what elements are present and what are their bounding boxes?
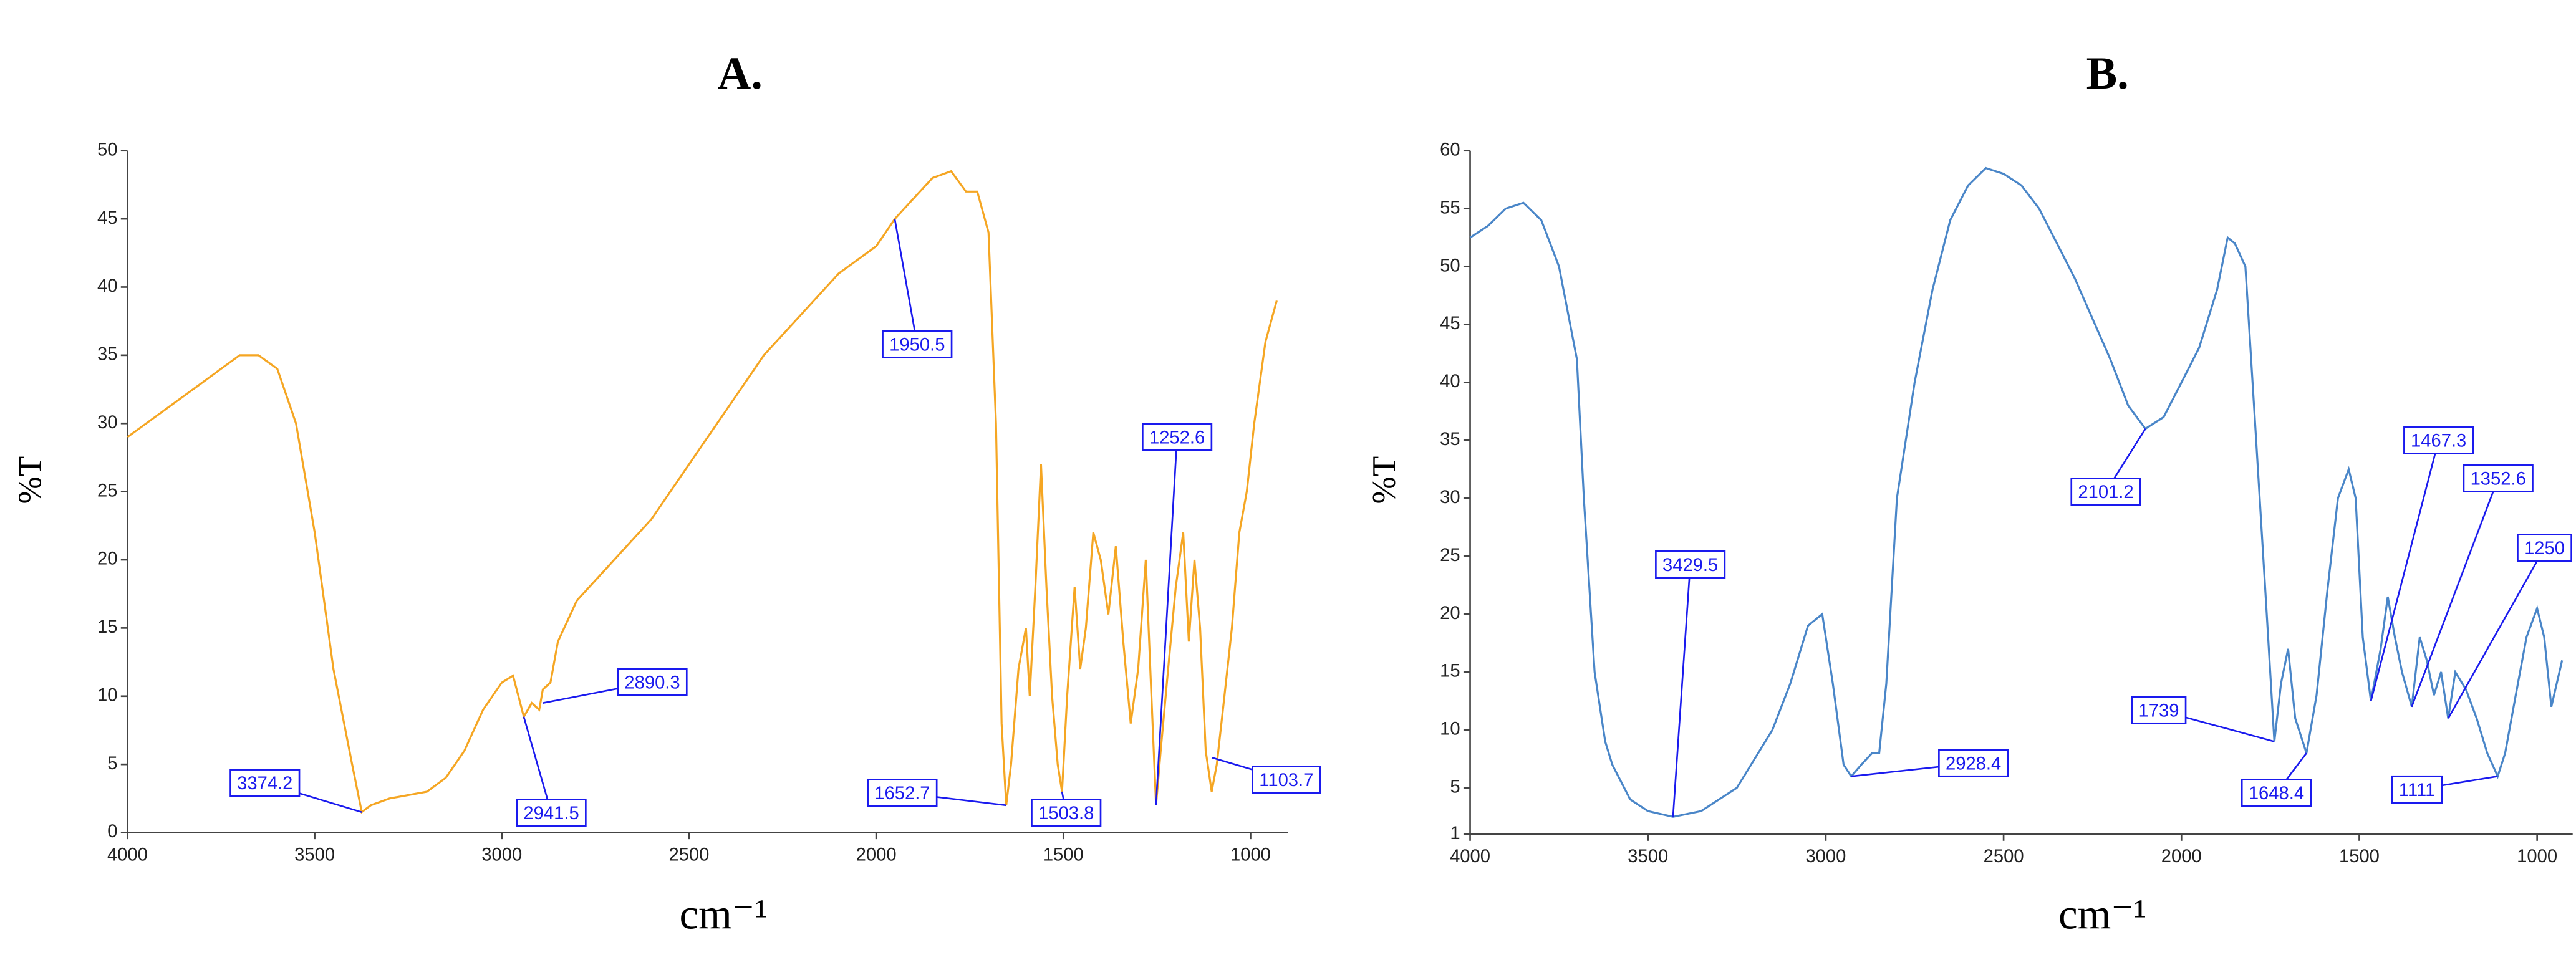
annotation-leader (2370, 439, 2439, 701)
annotation-label: 1503.8 (1038, 804, 1094, 824)
annotation-leader (523, 716, 552, 814)
annotation-box (617, 668, 688, 696)
annotation-leader (2447, 547, 2545, 719)
spectrum-line (1469, 166, 2564, 818)
y-tick-label: 60 (1440, 140, 1460, 160)
y-tick-label: 45 (97, 208, 117, 228)
annotation-label: 1652.7 (874, 784, 930, 804)
annotation-box (516, 799, 587, 827)
annotation-label: 2101.2 (2078, 483, 2133, 502)
annotation-label: 1739 (2139, 701, 2179, 721)
annotation-box (1031, 799, 1102, 827)
y-tick-label: 35 (1440, 430, 1460, 449)
x-axis-label: cm⁻¹ (2058, 890, 2146, 938)
x-tick-label: 3000 (1805, 847, 1846, 867)
y-tick-label: 20 (97, 549, 117, 569)
y-tick-label: 5 (1450, 777, 1460, 797)
y-tick-label: 45 (1440, 314, 1460, 334)
y-tick-label: 40 (97, 276, 117, 296)
annotation-box (2241, 779, 2312, 807)
x-tick-label: 1000 (1230, 845, 1271, 865)
annotation-box (2517, 534, 2572, 562)
x-tick-label: 1500 (2339, 847, 2380, 867)
y-axis-label: %T (12, 456, 48, 504)
annotation-label: 3374.2 (237, 774, 292, 794)
annotation-box (867, 779, 938, 807)
annotation-box (1252, 766, 1321, 794)
y-tick-label: 15 (1440, 661, 1460, 681)
y-tick-label: 1 (1450, 824, 1460, 843)
annotation-box (1938, 749, 2009, 777)
x-tick-label: 2000 (2161, 847, 2202, 867)
annotation-leader (1155, 436, 1178, 805)
annotation-label: 1250 (2524, 539, 2565, 559)
x-tick-label: 3500 (1628, 847, 1668, 867)
x-tick-label: 1000 (2517, 847, 2557, 867)
annotation-box (1655, 550, 1726, 579)
x-tick-label: 4000 (1450, 847, 1490, 867)
chart-title: A. (718, 48, 763, 99)
y-tick-label: 50 (1440, 256, 1460, 276)
spectrum-line (127, 170, 1278, 814)
annotation-label: 1648.4 (2249, 784, 2304, 804)
annotation-leader (894, 218, 919, 345)
chart-title: B. (2086, 48, 2129, 99)
annotation-box (2391, 775, 2443, 804)
y-tick-label: 25 (97, 481, 117, 501)
annotation-box (2131, 696, 2187, 724)
annotation-label: 2928.4 (1946, 754, 2001, 774)
annotation-box (1142, 423, 1213, 451)
x-tick-label: 3500 (294, 845, 335, 865)
annotation-label: 1950.5 (889, 335, 945, 355)
annotation-label: 1103.7 (1259, 771, 1313, 790)
y-tick-label: 55 (1440, 198, 1460, 218)
x-axis-label: cm⁻¹ (679, 890, 767, 938)
annotation-label: 2890.3 (624, 673, 680, 693)
annotation-label: 3429.5 (1662, 555, 1718, 575)
annotation-label: 1252.6 (1149, 428, 1205, 448)
y-tick-label: 30 (97, 413, 117, 433)
y-tick-label: 0 (107, 822, 117, 842)
x-tick-label: 1500 (1043, 845, 1084, 865)
y-tick-label: 40 (1440, 372, 1460, 391)
annotation-label: 1111 (2399, 780, 2435, 800)
annotation-leader (1672, 564, 1691, 817)
annotation-box (882, 330, 953, 358)
y-tick-label: 5 (107, 754, 117, 774)
x-tick-label: 2500 (1984, 847, 2024, 867)
annotation-label: 2941.5 (523, 804, 579, 824)
x-tick-label: 4000 (107, 845, 148, 865)
y-tick-label: 10 (97, 685, 117, 705)
y-axis-label: %T (1366, 456, 1402, 504)
x-tick-label: 2500 (668, 845, 709, 865)
y-tick-label: 50 (97, 140, 117, 160)
spectrum-chart: A. cm⁻¹ %T 0 5 10 15 20 25 30 35 40 45 50 4000 3500 3000… (12, 48, 1321, 938)
y-tick-label: 15 (97, 617, 117, 637)
annotation-box (2070, 478, 2141, 506)
y-tick-label: 20 (1440, 603, 1460, 623)
annotation-label: 1352.6 (2471, 469, 2526, 489)
annotation-box (229, 769, 301, 797)
y-tick-label: 30 (1440, 487, 1460, 507)
x-tick-label: 3000 (481, 845, 522, 865)
annotation-box (2403, 426, 2474, 454)
annotation-label: 1467.3 (2411, 431, 2466, 451)
annotation-leader (2411, 478, 2499, 708)
annotation-box (2463, 464, 2534, 492)
y-tick-label: 25 (1440, 545, 1460, 565)
y-tick-label: 35 (97, 345, 117, 365)
y-tick-label: 10 (1440, 719, 1460, 739)
x-tick-label: 2000 (856, 845, 897, 865)
